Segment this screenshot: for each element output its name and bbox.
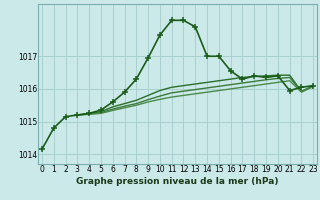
X-axis label: Graphe pression niveau de la mer (hPa): Graphe pression niveau de la mer (hPa) (76, 177, 279, 186)
